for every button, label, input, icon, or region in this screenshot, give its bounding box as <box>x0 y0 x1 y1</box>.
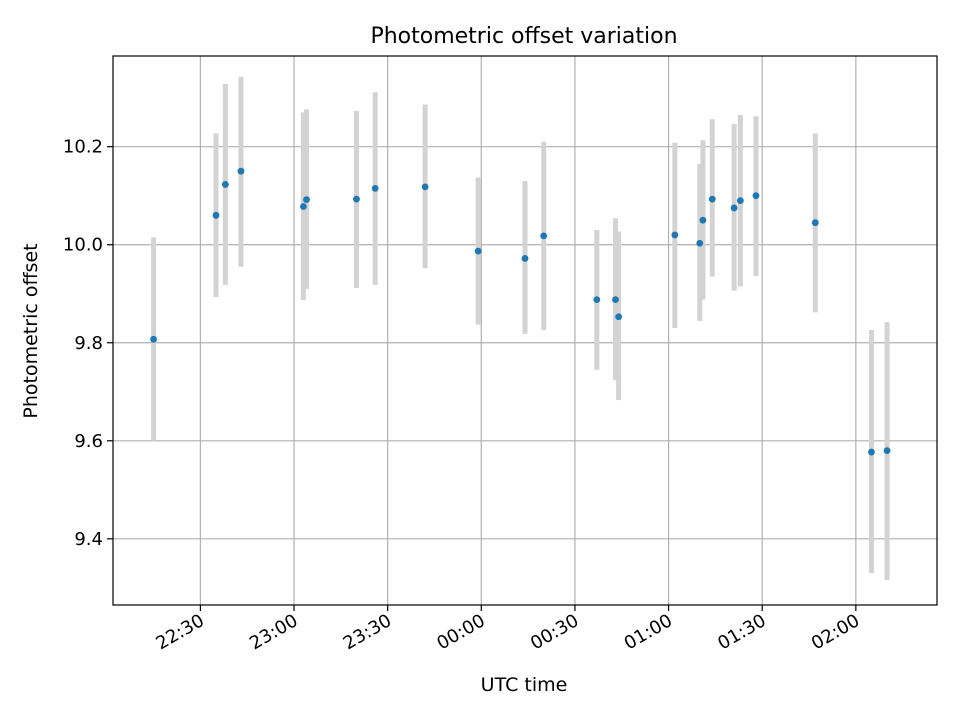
data-point <box>237 167 245 175</box>
y-tick-label: 10.0 <box>63 235 103 256</box>
data-point <box>708 195 716 203</box>
point-layer <box>150 167 891 456</box>
data-point <box>421 183 429 191</box>
y-tick-label: 9.8 <box>74 333 103 354</box>
data-point <box>736 197 744 205</box>
data-point <box>593 296 601 304</box>
y-tick-label: 9.6 <box>74 431 103 452</box>
data-point <box>303 196 310 204</box>
data-point <box>540 232 548 240</box>
data-point <box>615 313 623 321</box>
x-axis-label: UTC time <box>481 674 568 696</box>
data-point <box>752 192 760 200</box>
data-point <box>612 296 619 304</box>
data-point <box>883 447 891 454</box>
data-point <box>868 448 875 456</box>
data-point <box>299 203 307 210</box>
data-point <box>521 255 529 262</box>
data-point <box>221 181 229 188</box>
data-point <box>212 211 220 219</box>
y-axis-ticks: 9.4 9.6 9.8 10.0 10.2 <box>63 137 113 550</box>
data-point <box>371 184 379 192</box>
grid-layer <box>113 56 937 605</box>
data-point <box>353 195 360 203</box>
data-point <box>811 219 819 227</box>
chart-title: Photometric offset variation <box>370 24 677 49</box>
data-point <box>474 247 482 255</box>
y-axis-label: Photometric offset <box>20 243 42 418</box>
data-point <box>699 216 707 224</box>
data-point <box>671 231 679 239</box>
data-point <box>730 204 738 212</box>
data-point <box>696 239 704 247</box>
y-tick-label: 9.4 <box>74 529 103 550</box>
y-tick-label: 10.2 <box>63 137 103 158</box>
data-point <box>150 335 157 343</box>
plot-frame <box>112 55 938 606</box>
